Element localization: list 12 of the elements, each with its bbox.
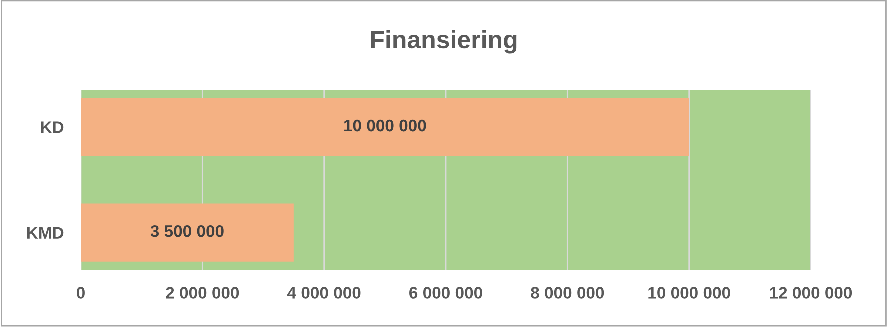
chart-title: Finansiering bbox=[371, 30, 517, 54]
y-tick-label: KD bbox=[41, 122, 64, 134]
y-tick-label: KMD bbox=[27, 227, 64, 239]
x-tick-label: 4 000 000 bbox=[288, 287, 361, 299]
x-tick-label: 2 000 000 bbox=[166, 287, 240, 299]
x-tick-label: 10 000 000 bbox=[648, 287, 730, 299]
text: 3 500 000 bbox=[150, 225, 224, 238]
x-tick-label: 0 bbox=[77, 287, 85, 299]
x-tick-label: 8 000 000 bbox=[531, 287, 604, 299]
x-tick-label: 12 000 000 bbox=[770, 287, 852, 299]
x-tick-label: 6 000 000 bbox=[410, 287, 482, 299]
text: 10 000 000 bbox=[344, 120, 426, 132]
